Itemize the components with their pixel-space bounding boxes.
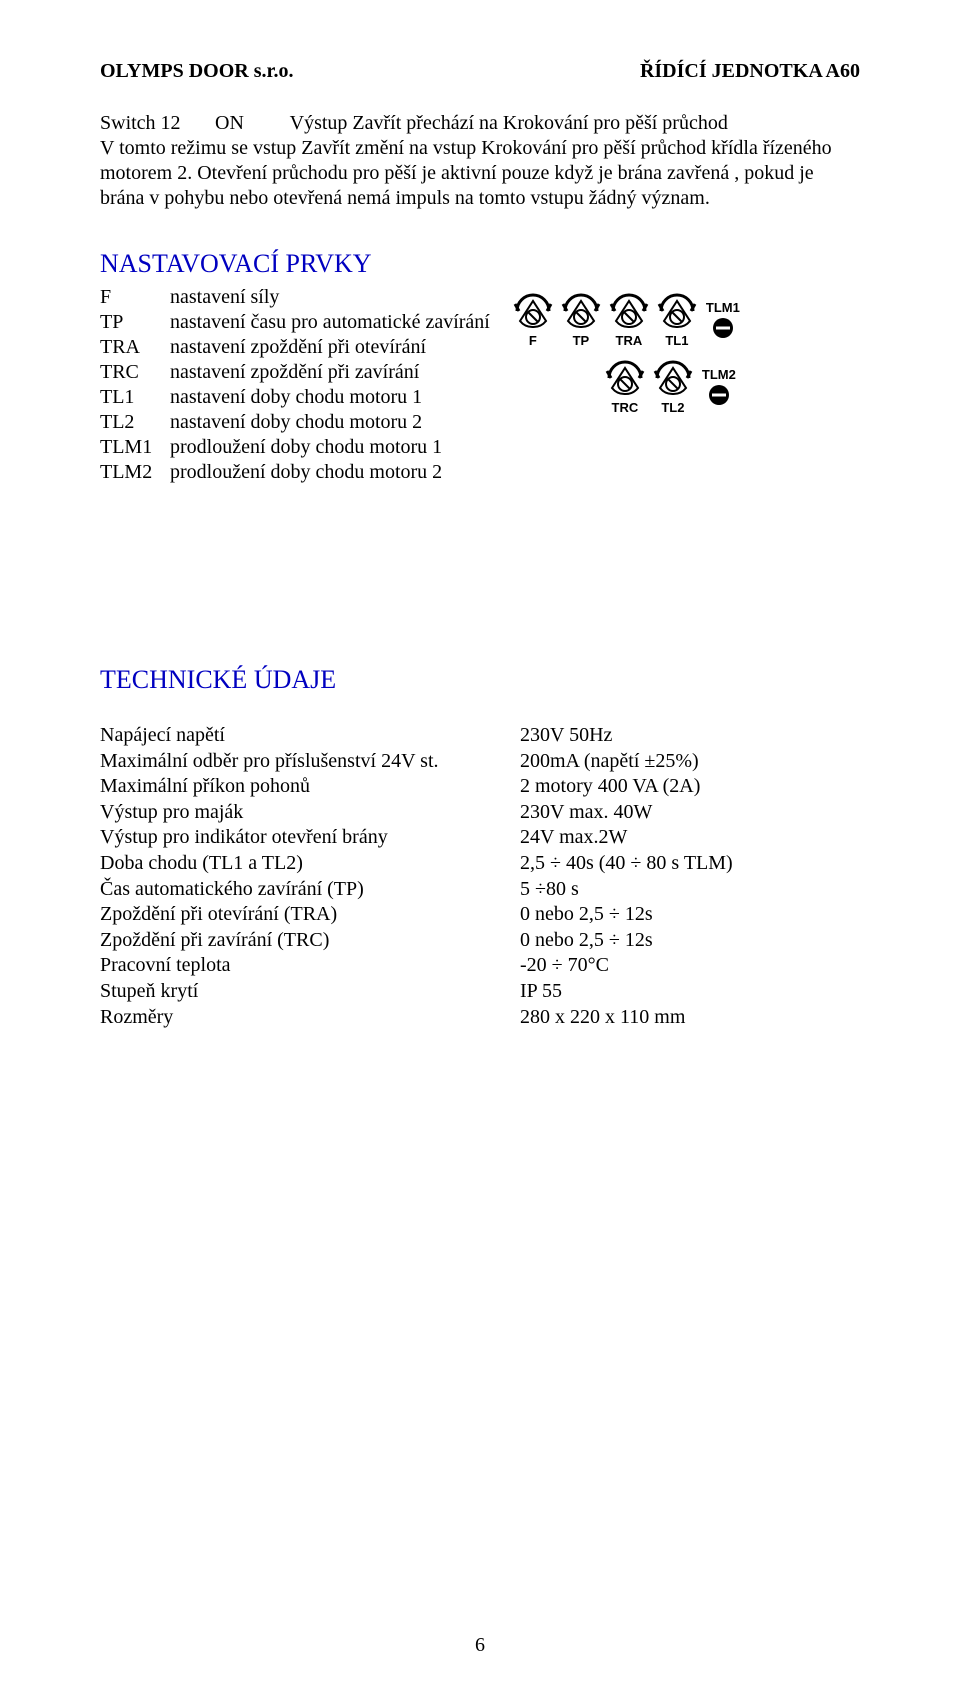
h-icon [708,384,730,406]
prvky-text: nastavení zpoždění při zavírání [170,360,419,385]
h-icon [712,317,734,339]
tech-value: -20 ÷ 70°C [520,953,860,979]
tech-row: Zpoždění při otevírání (TRA)0 nebo 2,5 ÷… [100,902,860,928]
tech-label: Výstup pro maják [100,800,520,826]
tech-heading: TECHNICKÉ ÚDAJE [100,665,860,695]
prvky-key: TLM2 [100,460,170,485]
dial-label: TP [558,333,604,348]
tech-value: 200mA (napětí ±25%) [520,749,860,775]
dial-figure: FTPTRATL1 TLM1 TRCTL2 TLM2 [510,291,740,425]
tech-label: Napájecí napětí [100,723,520,749]
tech-label: Doba chodu (TL1 a TL2) [100,851,520,877]
header-right: ŘÍDÍCÍ JEDNOTKA A60 [640,60,860,83]
dial-trc: TRC [602,358,648,415]
dial-row-1: FTPTRATL1 TLM1 [510,291,740,348]
prvky-text: nastavení času pro automatické zavírání [170,310,490,335]
switch-explain: V tomto režimu se vstup Zavřít změní na … [100,137,832,209]
tech-row: Maximální odběr pro příslušenství 24V st… [100,749,860,775]
dial-tra: TRA [606,291,652,348]
tech-label: Stupeň krytí [100,979,520,1005]
tech-value: IP 55 [520,979,860,1005]
prvky-key: TP [100,310,170,335]
dial-tp: TP [558,291,604,348]
tech-row: Doba chodu (TL1 a TL2)2,5 ÷ 40s (40 ÷ 80… [100,851,860,877]
page-header: OLYMPS DOOR s.r.o. ŘÍDÍCÍ JEDNOTKA A60 [100,60,860,83]
prvky-row: TRCnastavení zpoždění při zavírání [100,360,490,385]
prvky-row: TRAnastavení zpoždění při otevírání [100,335,490,360]
dial-row-2: TRCTL2 TLM2 [602,358,740,415]
tech-label: Pracovní teplota [100,953,520,979]
tech-row: Stupeň krytíIP 55 [100,979,860,1005]
prvky-text: nastavení síly [170,285,279,310]
tech-label: Rozměry [100,1005,520,1031]
prvky-row: TPnastavení času pro automatické zavírán… [100,310,490,335]
tech-value: 230V 50Hz [520,723,860,749]
dial-tl2: TL2 [650,358,696,415]
prvky-text: prodloužení doby chodu motoru 1 [170,435,442,460]
switch-paragraph: Switch 12 ON Výstup Zavřít přechází na K… [100,111,860,211]
switch-state: ON [215,111,285,136]
prvky-heading: NASTAVOVACÍ PRVKY [100,249,860,279]
tech-value: 0 nebo 2,5 ÷ 12s [520,928,860,954]
tech-value: 230V max. 40W [520,800,860,826]
header-left: OLYMPS DOOR s.r.o. [100,60,294,83]
switch-label: Switch 12 [100,111,210,136]
page-number: 6 [0,1634,960,1657]
prvky-key: TLM1 [100,435,170,460]
tech-value: 0 nebo 2,5 ÷ 12s [520,902,860,928]
prvky-key: F [100,285,170,310]
tech-row: Pracovní teplota-20 ÷ 70°C [100,953,860,979]
tlm2-label: TLM2 [702,367,736,382]
dial-tl1: TL1 [654,291,700,348]
dial-f: F [510,291,556,348]
tech-row: Výstup pro indikátor otevření brány24V m… [100,825,860,851]
dial-label: F [510,333,556,348]
prvky-row: TLM2prodloužení doby chodu motoru 2 [100,460,490,485]
switch-desc: Výstup Zavřít přechází na Krokování pro … [290,112,728,134]
tech-label: Výstup pro indikátor otevření brány [100,825,520,851]
prvky-text: prodloužení doby chodu motoru 2 [170,460,442,485]
tech-value: 24V max.2W [520,825,860,851]
prvky-row: TL1nastavení doby chodu motoru 1 [100,385,490,410]
prvky-row: TLM1prodloužení doby chodu motoru 1 [100,435,490,460]
tech-value: 280 x 220 x 110 mm [520,1005,860,1031]
dial-label: TL1 [654,333,700,348]
prvky-text: nastavení doby chodu motoru 1 [170,385,422,410]
prvky-row: Fnastavení síly [100,285,490,310]
tech-row: Čas automatického zavírání (TP)5 ÷80 s [100,877,860,903]
tlm1-label: TLM1 [706,300,740,315]
tech-label: Maximální odběr pro příslušenství 24V st… [100,749,520,775]
prvky-key: TL2 [100,410,170,435]
prvky-list: Fnastavení sílyTPnastavení času pro auto… [100,285,490,485]
tech-row: Zpoždění při zavírání (TRC)0 nebo 2,5 ÷ … [100,928,860,954]
tech-label: Zpoždění při otevírání (TRA) [100,902,520,928]
prvky-row: TL2nastavení doby chodu motoru 2 [100,410,490,435]
dial-label: TRC [602,400,648,415]
tech-table: Napájecí napětí230V 50HzMaximální odběr … [100,723,860,1030]
tech-row: Napájecí napětí230V 50Hz [100,723,860,749]
tech-value: 2,5 ÷ 40s (40 ÷ 80 s TLM) [520,851,860,877]
prvky-text: nastavení doby chodu motoru 2 [170,410,422,435]
prvky-text: nastavení zpoždění při otevírání [170,335,426,360]
tech-value: 2 motory 400 VA (2A) [520,774,860,800]
tech-value: 5 ÷80 s [520,877,860,903]
tech-label: Čas automatického zavírání (TP) [100,877,520,903]
prvky-key: TL1 [100,385,170,410]
tech-row: Výstup pro maják230V max. 40W [100,800,860,826]
dial-label: TRA [606,333,652,348]
dial-label: TL2 [650,400,696,415]
tech-label: Zpoždění při zavírání (TRC) [100,928,520,954]
tech-label: Maximální příkon pohonů [100,774,520,800]
tech-row: Rozměry280 x 220 x 110 mm [100,1005,860,1031]
prvky-key: TRA [100,335,170,360]
prvky-key: TRC [100,360,170,385]
tech-row: Maximální příkon pohonů2 motory 400 VA (… [100,774,860,800]
